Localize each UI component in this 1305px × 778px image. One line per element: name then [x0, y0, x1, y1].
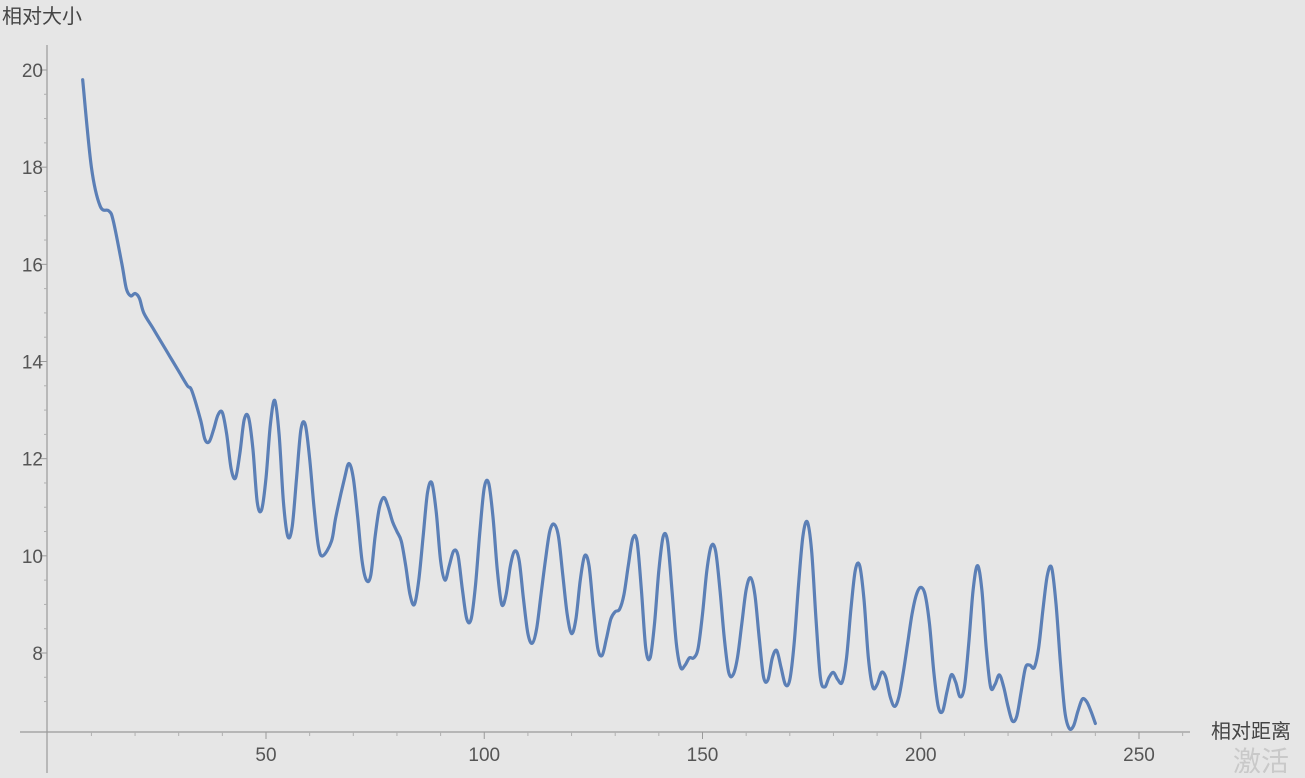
axes [20, 45, 1190, 773]
y-tick-label: 14 [22, 353, 44, 374]
watermark-text: 激活 [1233, 746, 1289, 773]
y-tick-label: 18 [22, 158, 43, 179]
y-axis-title: 相对大小 [2, 5, 82, 28]
x-tick-label: 100 [468, 745, 500, 766]
x-tick-label: 150 [687, 745, 719, 766]
x-axis-title: 相对距离 [1211, 720, 1291, 743]
y-tick-label: 10 [22, 547, 43, 568]
x-tick-label: 250 [1123, 745, 1155, 766]
series-layer [81, 78, 1097, 731]
x-tick-label: 50 [255, 745, 276, 766]
y-tick-label: 20 [22, 61, 43, 82]
x-tick-label: 200 [905, 745, 937, 766]
y-tick-label: 8 [32, 644, 43, 665]
series-line [81, 78, 1097, 731]
y-tick-label: 12 [22, 450, 43, 471]
y-tick-label: 16 [22, 255, 43, 276]
ticks: 50 100 150 200 250 8 10 12 14 16 18 20 [22, 61, 1184, 766]
